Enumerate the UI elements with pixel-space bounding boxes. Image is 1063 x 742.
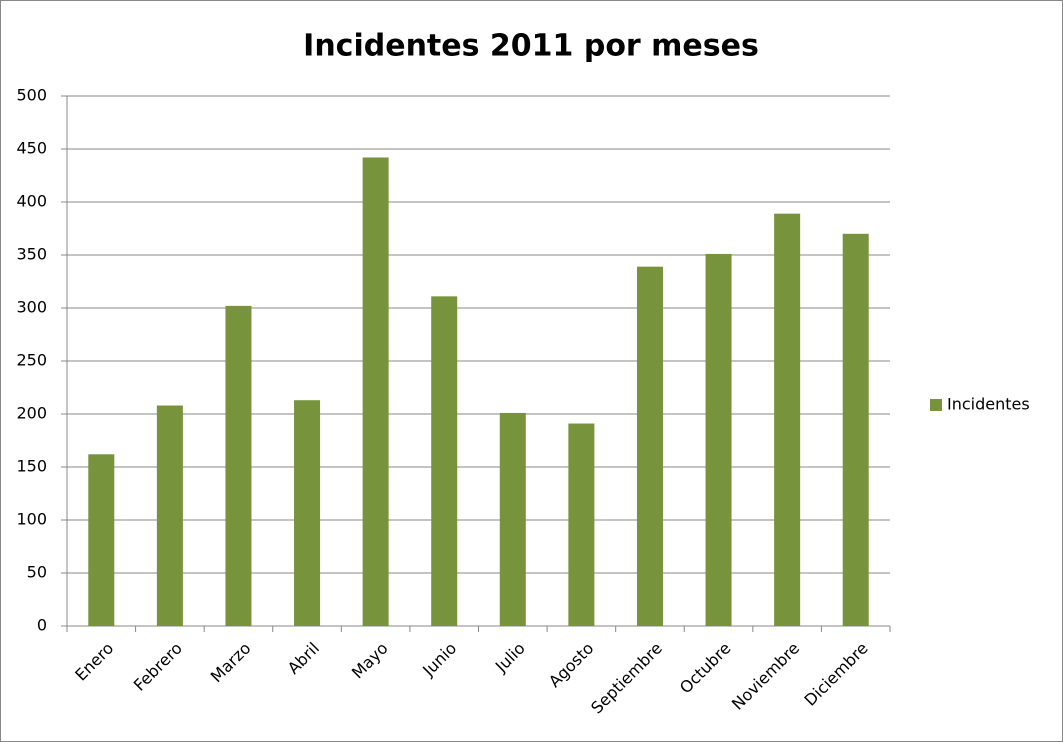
y-tick-label: 450 (16, 139, 47, 158)
legend-swatch (930, 399, 942, 411)
y-tick-label: 350 (16, 245, 47, 264)
bar (156, 405, 183, 626)
bar (499, 412, 526, 626)
y-tick-label: 500 (16, 86, 47, 105)
y-tick-label: 200 (16, 404, 47, 423)
bar (88, 454, 115, 626)
y-tick-label: 150 (16, 457, 47, 476)
y-tick-label: 50 (27, 563, 47, 582)
bar (362, 157, 389, 627)
chart-title: Incidentes 2011 por meses (303, 29, 759, 64)
bar (294, 400, 321, 626)
y-tick-label: 400 (16, 192, 47, 211)
bar (225, 305, 252, 626)
y-tick-label: 0 (37, 616, 47, 635)
bar (431, 296, 458, 626)
bar (636, 266, 663, 626)
y-tick-label: 100 (16, 510, 47, 529)
legend-label: Incidentes (947, 395, 1030, 414)
bar (842, 233, 869, 627)
bar (568, 423, 595, 626)
bar (705, 253, 732, 626)
bar (774, 213, 801, 626)
y-tick-label: 300 (16, 298, 47, 317)
y-tick-label: 250 (16, 351, 47, 370)
